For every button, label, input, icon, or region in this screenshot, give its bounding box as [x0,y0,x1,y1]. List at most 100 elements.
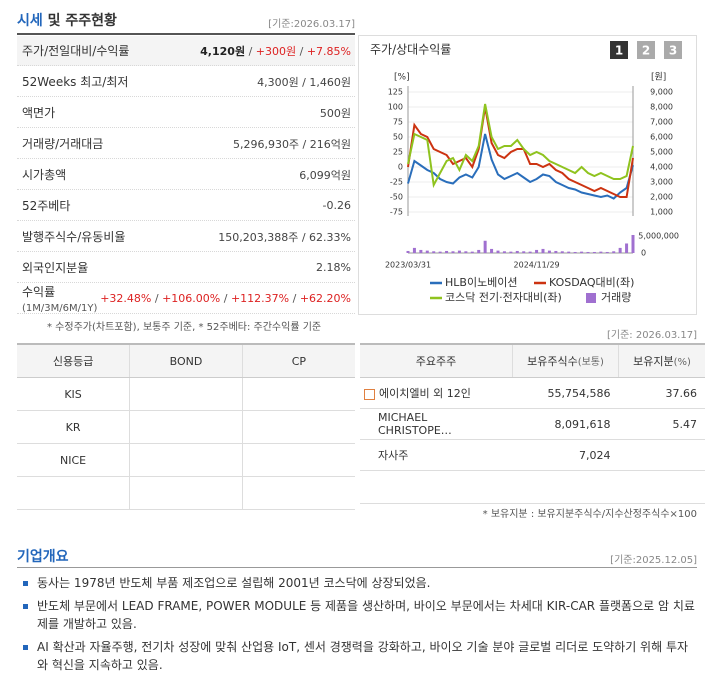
x-tick-label: 2023/03/31 [385,261,431,270]
table-cell: 37.66 [618,377,705,409]
table-cell [618,470,705,504]
expand-icon[interactable] [364,388,375,400]
volume-bar [631,234,635,253]
volume-bar [477,249,481,253]
table-row: MICHAEL CHRISTOPE… 8,091,618 5.47 [360,408,705,440]
table-cell [129,410,243,444]
row-label: 외국인지분율 [22,259,88,276]
row-value: 6,099억원 [299,167,351,183]
y2-tick-label: 8,000 [650,103,673,112]
legend-swatch [586,293,596,303]
label-text: 52Weeks 최고/최저 [22,75,129,89]
label-text: 액면가 [22,106,56,120]
value-part: +106.00% [162,292,221,305]
chart-title: 주가/상대수익률 [370,43,451,57]
tab-button[interactable] [664,41,682,59]
table-cell [618,439,705,471]
row-value: 2.18% [316,261,351,274]
cell-text: 7,024 [579,448,611,462]
label-text: 주가/전일대비/수익률 [22,44,130,58]
table-cell [241,410,355,444]
table-row [360,470,705,504]
tab-button[interactable] [610,41,628,59]
overview-item: 반도체 부문에서 LEAD FRAME, POWER MODULE 등 제품을 … [17,597,697,633]
series-line [407,103,634,189]
volume-bar [554,250,558,253]
note: * 보유지분 : 보유지분주식수/지수산정주식수×100 [482,509,697,520]
header-cell: 보유주식수(보통) [512,343,619,378]
header-cell: 주요주주 [360,343,513,378]
cell-text: 에이치엘비 외 12인 [379,387,471,400]
section-title: 기업개요 [17,549,69,565]
cell-text: 5.47 [672,417,698,431]
y-tick-label: 25 [393,148,403,157]
row-value: +32.48% / +106.00% / +112.37% / +62.20% [100,292,351,305]
note: * 수정주가(차트포함), 보통주 기준, * 52주베타: 주간수익률 기준 [47,322,322,333]
volume-bar [528,251,532,253]
header-cell: BOND [129,343,243,378]
table-row: 시가총액 6,099억원 [17,160,355,190]
y2-tick-label: 1,000 [650,208,673,217]
tab-label[interactable]: 1 [615,44,623,58]
table-row: 외국인지분율 2.18% [17,253,355,283]
table-cell: 7,024 [512,439,619,471]
y2-tick-label: 9,000 [650,88,673,97]
value-part: 5,296,930주 / 216억원 [232,137,351,151]
table-row: 수익률 (1M/3M/6M/1Y) +32.48% / +106.00% / +11… [17,284,355,314]
row-value: 4,300원 / 1,460원 [257,74,351,90]
series-line [407,106,634,198]
date: [기준:2025.12.05] [610,555,697,566]
y-tick-label: 75 [393,118,403,127]
y-tick-label: -75 [390,208,403,217]
y2-tick-label: 6,000 [650,133,673,142]
volume-bar [445,250,449,253]
value-part: 4,120원 [200,44,246,58]
table-cell [360,470,513,504]
table-row: 주가/전일대비/수익률 4,120원 / +300원 / +7.85% [17,36,355,66]
volume-bar [515,250,519,253]
volume-bar [605,251,609,253]
row-label: 주가/전일대비/수익률 [22,42,129,59]
overview-item: AI 확산과 자율주행, 전기차 성장에 맞춰 산업용 IoT, 센서 경쟁력을… [17,638,697,674]
label-text: 52주베타 [22,199,71,213]
table-cell [129,443,243,477]
tab-label[interactable]: 3 [669,44,677,58]
cell-text: 8,091,618 [554,417,611,431]
row-value: -0.26 [323,199,351,212]
y-tick-label: 125 [388,88,403,97]
header-row: 주요주주 보유주식수(보통) 보유지분(%) [360,343,705,378]
table-row: NICE [17,443,355,477]
table-row: KR [17,410,355,444]
volume-bar [457,250,461,253]
value-part: / [151,292,163,305]
legend-label: 거래량 [601,291,631,304]
row-label: 액면가 [22,104,55,121]
tab-label[interactable]: 2 [642,44,650,58]
volume-bar [438,251,442,253]
table-row: 에이치엘비 외 12인 55,754,586 37.66 [360,377,705,409]
table-row: 발행주식수/유동비율 150,203,388주 / 62.33% [17,222,355,252]
table-cell: 8,091,618 [512,408,619,440]
cell-text: 37.66 [665,386,698,400]
overview-list: 동사는 1978년 반도체 부품 제조업으로 설립해 2001년 코스닥에 상장… [17,574,697,679]
y2-tick-label: 3,000 [650,178,673,187]
row-value: 4,120원 / +300원 / +7.85% [200,43,351,59]
overview-item: 동사는 1978년 반도체 부품 제조업으로 설립해 2001년 코스닥에 상장… [17,574,697,592]
y-tick-label: 100 [388,103,403,112]
volume-bar [412,247,416,253]
table-cell [241,377,355,411]
value-part: / [220,292,231,305]
label-text: 외국인지분율 [22,261,89,275]
row-value: 5,296,930주 / 216억원 [233,136,351,152]
row-value: 150,203,388주 / 62.33% [218,229,351,245]
table-row: 거래량/거래대금 5,296,930주 / 216억원 [17,129,355,159]
tab-button[interactable] [637,41,655,59]
table-cell: 에이치엘비 외 12인 [360,377,513,409]
shareholder-table: 주요주주 보유주식수(보통) 보유지분(%) 에이치엘비 외 12인 55,754,58… [360,343,705,504]
title-accent: 시세 [17,13,43,29]
value-part: +112.37% [230,292,290,305]
volume-bar [470,251,474,253]
row-label: 52주베타 [22,197,70,214]
date: [기준: 2026.03.17] [606,330,697,341]
row-label: 거래량/거래대금 [22,135,103,152]
